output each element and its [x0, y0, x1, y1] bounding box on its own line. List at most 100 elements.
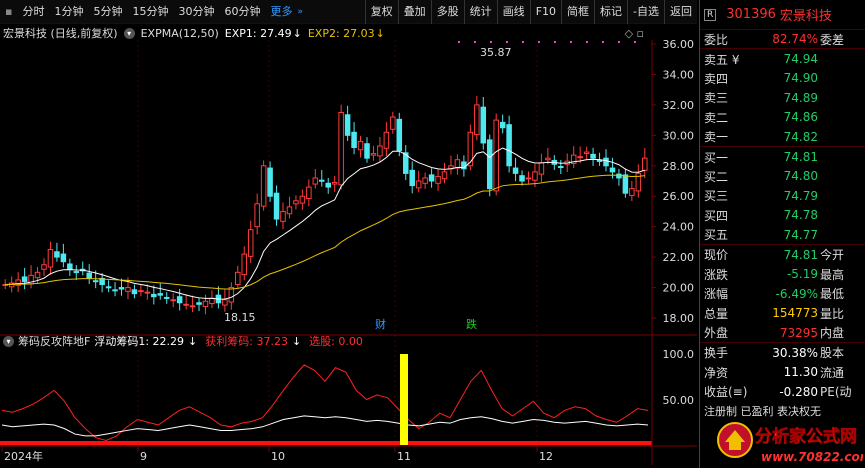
- osc-name[interactable]: 筹码反攻阵地F: [18, 335, 91, 348]
- low-price-label: 18.15: [224, 311, 256, 324]
- candle-body: [157, 293, 164, 296]
- candle-body: [293, 200, 299, 205]
- stat-row: 涨跌 -5.19 最高: [704, 267, 845, 282]
- chart-tool-icons[interactable]: ◇ ▫: [624, 26, 644, 40]
- period-30min[interactable]: 30分钟: [178, 4, 215, 18]
- period-5min[interactable]: 5分钟: [93, 4, 123, 18]
- candle-body: [99, 277, 105, 286]
- x-axis-label: 10: [271, 450, 285, 463]
- period-intraday[interactable]: 分时: [22, 4, 45, 18]
- watermark-url: www.70822.com: [761, 450, 863, 464]
- period-1min[interactable]: 1分钟: [54, 4, 84, 18]
- candle-body: [131, 289, 138, 295]
- y-axis-label: 18.00: [663, 312, 695, 325]
- candle-body: [306, 186, 312, 200]
- y-axis-label: 28.00: [663, 160, 695, 173]
- candle-body: [474, 104, 480, 136]
- candle-body: [538, 162, 545, 175]
- candle-body: [570, 154, 577, 164]
- y-axis-label: 34.00: [663, 68, 695, 81]
- stat-row: 现价 74.81 今开: [704, 247, 845, 263]
- marker-dot: [634, 41, 636, 43]
- btn-multi-stock[interactable]: 多股: [430, 0, 464, 24]
- candle-body: [138, 290, 144, 293]
- btn-simple-frame[interactable]: 简框: [561, 0, 594, 24]
- marker-dot: [554, 41, 556, 43]
- quote-panel: R 301396 宏景科技 委比 82.74% 委差 卖五 ¥74.94 卖四 7…: [699, 0, 865, 468]
- x-axis-label: 9: [140, 450, 147, 463]
- bid-row: 买一 74.81: [704, 150, 818, 165]
- candle-body: [54, 251, 60, 258]
- candle-body: [21, 276, 28, 282]
- candle-body: [364, 143, 370, 159]
- candle-body: [642, 157, 648, 171]
- more-chevron-icon[interactable]: »: [297, 6, 303, 17]
- stats-list: 现价 74.81 今开 涨跌 -5.19 最高 涨幅 -6.49% 最低 总量 154773 量…: [700, 245, 865, 344]
- btn-back[interactable]: 返回: [664, 0, 697, 24]
- period-15min[interactable]: 15分钟: [132, 4, 169, 18]
- osc-dropdown-icon[interactable]: ▾: [3, 335, 14, 347]
- candle-body: [409, 169, 415, 187]
- r-badge: R: [704, 8, 717, 21]
- stock-code: 301396: [726, 7, 776, 22]
- stat-row: 换手 30.38% 股本: [704, 345, 845, 361]
- candle-body: [415, 180, 422, 189]
- y-axis-label: 26.00: [663, 190, 695, 203]
- candle-body: [189, 305, 196, 308]
- stock-title[interactable]: 宏景科技 (日线,前复权): [3, 27, 118, 40]
- bid-row: 买三 74.79: [704, 188, 818, 204]
- candle-body: [370, 153, 377, 156]
- btn-stats[interactable]: 统计: [463, 0, 497, 24]
- candle-body: [222, 299, 228, 306]
- candle-body: [312, 177, 319, 185]
- btn-draw-line[interactable]: 画线: [496, 0, 530, 24]
- candle-body: [519, 175, 525, 182]
- period-more[interactable]: 更多: [270, 4, 293, 18]
- candle-body: [202, 300, 209, 308]
- exp1-arrow-icon: ↓: [292, 26, 302, 40]
- btn-mark[interactable]: 标记: [594, 0, 627, 24]
- ask-row: 卖三 74.89: [704, 90, 818, 106]
- candle-body: [402, 152, 409, 174]
- menu-square-icon[interactable]: ▪: [5, 4, 13, 18]
- indicator-dropdown-icon[interactable]: ▾: [123, 27, 135, 39]
- indicator-name[interactable]: EXPMA(12,50): [140, 26, 219, 40]
- candle-body: [486, 139, 493, 190]
- y-axis-label: 24.00: [663, 221, 695, 234]
- candle-body: [603, 157, 609, 167]
- candle-body: [86, 272, 92, 279]
- tag-financial[interactable]: 财: [375, 317, 386, 331]
- ask-row: 卖五 ¥74.94: [704, 52, 818, 67]
- candle-body: [15, 279, 21, 286]
- oscillator-header: ▾ 筹码反攻阵地F 浮动筹码1: 22.29 ↓ 获利筹码: 37.23 ↓ 选…: [0, 333, 650, 349]
- price-chart[interactable]: 36.00 34.00 32.00 30.00 28.00 26.00 24.00 22.00…: [0, 40, 697, 468]
- marker-dot: [474, 41, 476, 43]
- osc-profit-arrow-icon: ↓: [291, 334, 302, 348]
- candle-body: [299, 195, 306, 204]
- candle-body: [422, 177, 428, 184]
- candle-body: [532, 171, 538, 181]
- tags-row: 注册制 已盈利 表决权无: [704, 405, 821, 419]
- candle-body: [583, 151, 590, 155]
- bid-list: 买一 74.81 买二 74.80 买三 74.79 买四 74.78 买五 74.77: [700, 147, 865, 246]
- candle-body: [454, 159, 461, 169]
- candle-body: [170, 299, 176, 302]
- candle-body: [635, 172, 642, 192]
- candle-body: [67, 263, 73, 270]
- tag-fall[interactable]: 跌: [466, 317, 477, 331]
- high-price-label: 35.87: [480, 46, 512, 59]
- btn-fuquan[interactable]: 复权: [364, 0, 398, 24]
- candle-body: [441, 171, 448, 180]
- candle-body: [629, 188, 635, 196]
- period-60min[interactable]: 60分钟: [224, 4, 261, 18]
- candle-body: [609, 167, 616, 173]
- exp2-line: [5, 174, 645, 290]
- btn-f10[interactable]: F10: [529, 0, 561, 24]
- btn-watchlist[interactable]: -自选: [627, 0, 664, 24]
- marker-dot: [458, 41, 460, 43]
- candle-body: [151, 293, 157, 298]
- candle-body: [499, 121, 506, 129]
- candle-body: [280, 210, 286, 222]
- btn-overlay[interactable]: 叠加: [397, 0, 431, 24]
